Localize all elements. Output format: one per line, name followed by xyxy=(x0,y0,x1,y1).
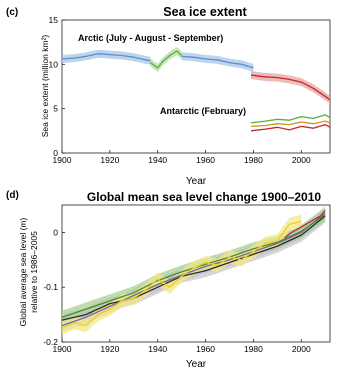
chart-title-d: Global mean sea level change 1900–2010 xyxy=(87,190,321,204)
series-group-d xyxy=(61,210,326,329)
x-tick-label-c-1960: 1960 xyxy=(196,155,215,165)
uncertainty-band-c-3 xyxy=(181,52,254,72)
series-line-c-3 xyxy=(181,55,254,69)
y-tick-label-d-2: 0 xyxy=(53,227,58,237)
y-axis-c: 0 5 10 15 xyxy=(49,15,65,158)
band-group-c xyxy=(62,47,330,104)
y-axis-label-d-line1: Global average sea level (m) xyxy=(18,218,28,327)
x-tick-label-c-1980: 1980 xyxy=(244,155,263,165)
series-line-c-7 xyxy=(250,123,331,132)
panel-sea-ice-extent: (c) Sea ice extent 1900 1920 1940 1960 1980 2… xyxy=(6,5,331,187)
y-axis-label-d: Global average sea level (m) relative to… xyxy=(18,218,39,327)
series-line-d-1 xyxy=(61,215,326,321)
annotation-antarctic: Antarctic (February) xyxy=(160,106,246,116)
plot-frame-c xyxy=(61,19,331,154)
x-tick-label-c-1940: 1940 xyxy=(148,155,167,165)
series-line-c-6 xyxy=(250,120,331,128)
uncertainty-band-c-4 xyxy=(251,71,330,104)
y-tick-label-c-0: 0 xyxy=(53,148,58,158)
series-group-c xyxy=(61,50,331,132)
y-axis-label-d-line2: relative to 1986–2005 xyxy=(29,231,39,313)
y-axis-d: -0.2 -0.1 0 xyxy=(43,227,65,347)
x-tick-label-c-2000: 2000 xyxy=(292,155,311,165)
panel-sea-level: (d) Global mean sea level change 1900–20… xyxy=(6,190,331,370)
x-tick-label-c-1920: 1920 xyxy=(100,155,119,165)
x-axis-label-d: Year xyxy=(186,359,207,370)
x-tick-label-d-2000: 2000 xyxy=(292,344,311,354)
series-line-d-5 xyxy=(284,210,326,239)
x-tick-label-d-1960: 1960 xyxy=(196,344,215,354)
x-tick-label-d-1980: 1980 xyxy=(244,344,263,354)
plot-frame-d xyxy=(61,204,331,343)
series-line-d-4 xyxy=(61,220,302,329)
series-line-c-1 xyxy=(61,53,151,62)
series-line-c-5 xyxy=(250,114,331,124)
uncertainty-band-c-1 xyxy=(62,49,151,65)
series-line-d-2 xyxy=(61,212,326,327)
y-tick-label-d-1: -0.1 xyxy=(43,282,58,292)
y-tick-label-c-3: 15 xyxy=(49,15,59,25)
y-tick-label-c-1: 5 xyxy=(53,104,58,114)
x-tick-label-d-1920: 1920 xyxy=(100,344,119,354)
chart-title-c: Sea ice extent xyxy=(163,5,247,19)
x-axis-c: 1900 1920 1940 1960 1980 2000 xyxy=(53,150,311,165)
x-tick-label-c-1900: 1900 xyxy=(53,155,72,165)
x-axis-label-c: Year xyxy=(186,176,207,187)
x-tick-label-d-1900: 1900 xyxy=(53,344,72,354)
y-axis-label-c: Sea ice extent (million km²) xyxy=(40,35,50,138)
x-tick-label-d-1940: 1940 xyxy=(148,344,167,354)
y-tick-label-c-2: 10 xyxy=(49,59,59,69)
x-axis-d: 1900 1920 1940 1960 1980 2000 xyxy=(53,339,311,354)
series-line-c-4 xyxy=(250,74,331,101)
panel-letter-c: (c) xyxy=(6,7,18,18)
annotation-arctic: Arctic (July - August - September) xyxy=(78,33,223,43)
series-line-c-2 xyxy=(150,50,183,69)
y-tick-label-d-0: -0.2 xyxy=(43,337,58,347)
panel-letter-d: (d) xyxy=(6,190,19,201)
